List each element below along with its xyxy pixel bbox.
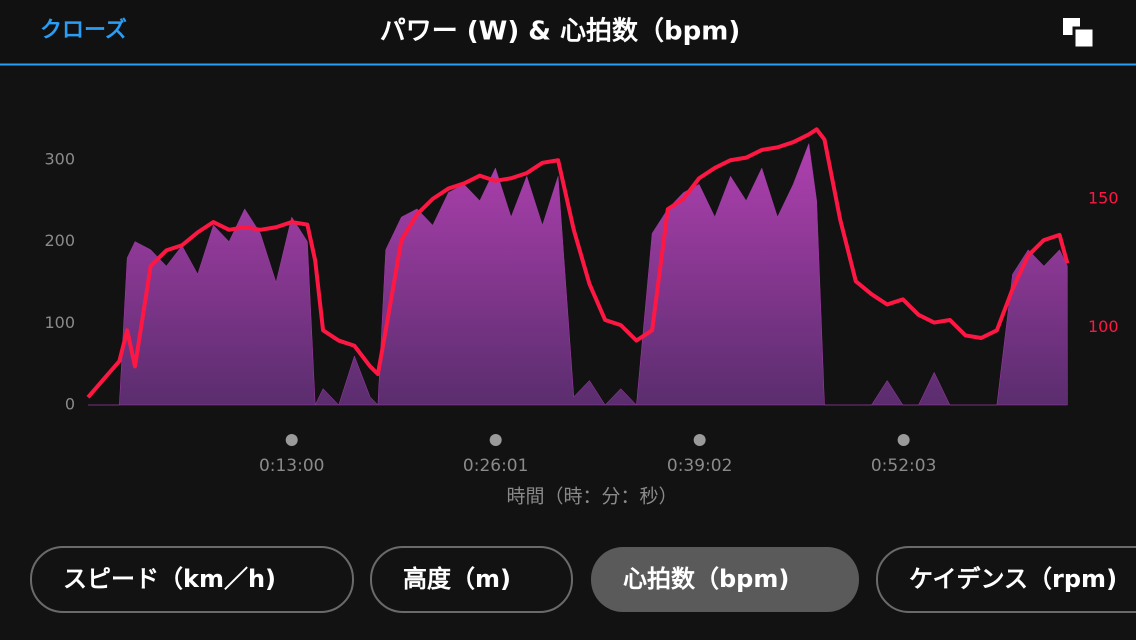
x-tick-label: 0:52:03 <box>871 456 937 476</box>
x-tick-label: 0:39:02 <box>667 456 733 476</box>
metric-button[interactable] <box>876 546 1136 613</box>
x-tick-dot <box>285 434 298 446</box>
close-button[interactable]: クローズ <box>40 17 127 43</box>
y2-tick-label: 150 <box>1088 188 1119 207</box>
x-tick-dot <box>693 434 706 446</box>
x-tick-label: 0:13:00 <box>259 456 325 476</box>
expand-icon[interactable] <box>1063 18 1096 50</box>
x-tick-dot <box>897 434 910 446</box>
metric-button-label[interactable]: 心拍数（bpm) <box>623 565 789 593</box>
y-tick-label: 0 <box>65 395 75 414</box>
y2-tick-label: 100 <box>1088 317 1119 336</box>
x-axis-title: 時間（時：分：秒） <box>506 486 677 508</box>
x-tick-label: 0:26:01 <box>463 456 529 476</box>
y-tick-label: 300 <box>44 149 75 168</box>
chart: 0 100 200 300 100 150 0:13:00 0:26:01 0:39:02 0:5… <box>44 127 1119 508</box>
metric-button-label[interactable]: 高度（m) <box>403 565 511 593</box>
metric-button-label[interactable]: ケイデンス（rpm) <box>909 565 1117 593</box>
y-tick-label: 200 <box>44 231 75 250</box>
metric-button[interactable] <box>591 547 859 612</box>
y-tick-label: 100 <box>44 313 75 332</box>
metric-button[interactable] <box>370 546 573 613</box>
x-tick-dot <box>489 434 502 446</box>
metric-button[interactable] <box>30 546 354 613</box>
header-bar <box>0 0 1136 64</box>
heart-rate-line <box>86 127 1070 399</box>
screen-title: パワー (W) & 心拍数（bpm) <box>380 17 740 47</box>
metric-buttons: スピード（km／h) 高度（m) 心拍数（bpm) ケイデンス（rpm) <box>30 546 1136 613</box>
power-area <box>88 143 1068 406</box>
metric-button-label[interactable]: スピード（km／h) <box>63 565 276 593</box>
